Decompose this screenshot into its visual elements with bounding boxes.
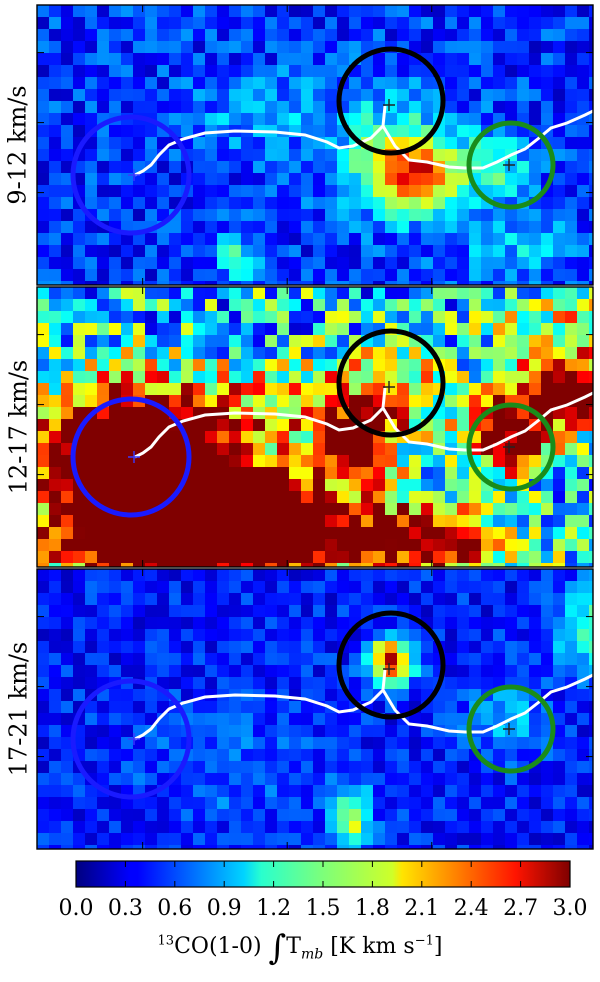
colorbar-ticks: 0.0 0.3 0.6 0.9 1.2 1.5 1.8 2.1 2.4 2.7 3.0 [59, 861, 588, 921]
colorbar: 0.0 0.3 0.6 0.9 1.2 1.5 1.8 2.1 2.4 2.7 3.0 [59, 860, 588, 921]
source-marker-2-panel-2 [383, 381, 395, 393]
colorbar-label-unit-close: ] [433, 934, 443, 959]
colorbar-tick-label-2: 0.6 [157, 896, 192, 921]
circle-3-panel-2 [466, 402, 556, 492]
source-marker-3-panel-2 [503, 441, 515, 453]
map-panels [36, 4, 594, 850]
panel-ticks-2 [37, 287, 593, 567]
source-marker-3-panel-3 [503, 723, 515, 735]
colorbar-tick-label-8: 2.4 [454, 896, 489, 921]
colorbar-label-integral: ∫ [268, 928, 287, 968]
source-marker-1-panel-2 [128, 451, 140, 463]
circle-3-panel-1 [466, 120, 556, 210]
circle-2-panel-2 [336, 328, 446, 438]
colorbar-tick-label-10: 3.0 [553, 896, 588, 921]
panel-ticks-3 [37, 569, 593, 849]
colorbar-tick-label-4: 1.2 [256, 896, 291, 921]
map-panel-1 [37, 5, 593, 285]
colorbar-label-molecule: CO(1-0) [174, 934, 262, 959]
source-marker-2-panel-3 [383, 663, 395, 675]
colorbar-tick-label-3: 0.9 [207, 896, 242, 921]
colorbar-tick-label-9: 2.7 [503, 896, 538, 921]
circle-2-panel-1 [336, 46, 446, 156]
colorbar-tick-label-7: 2.1 [404, 896, 439, 921]
colorbar-tick-label-5: 1.5 [306, 896, 341, 921]
panel-ticks-1 [37, 5, 593, 285]
colorbar-label-unit: [K km s [330, 934, 415, 959]
panel-label-2: 12-17 km/s [0, 287, 36, 567]
panel-label-3: 17-21 km/s [0, 569, 36, 849]
panel-frame-3 [36, 568, 594, 850]
circle-2-panel-3 [336, 610, 446, 720]
colorbar-label-isotope: 13 [157, 933, 175, 949]
colorbar-label: 13CO(1-0) ∫Tmb [K km s−1] [0, 928, 600, 968]
map-panel-3 [37, 569, 593, 849]
panel-label-3-text: 17-21 km/s [4, 641, 32, 777]
panel-frame-1 [36, 4, 594, 286]
colorbar-tick-label-0: 0.0 [59, 896, 94, 921]
circle-1-panel-3 [70, 678, 192, 800]
panel-label-1-text: 9-12 km/s [4, 85, 32, 205]
source-marker-3-panel-1 [503, 159, 515, 171]
panel-label-1: 9-12 km/s [0, 5, 36, 285]
panel-label-2-text: 12-17 km/s [4, 359, 32, 495]
source-marker-2-panel-1 [383, 99, 395, 111]
circle-3-panel-3 [466, 684, 556, 774]
circle-1-panel-1 [70, 114, 192, 236]
colorbar-label-quantity: T [286, 934, 301, 959]
colorbar-label-unit-exp: −1 [414, 933, 434, 949]
map-panel-2 [37, 287, 593, 567]
colorbar-tick-label-1: 0.3 [108, 896, 143, 921]
circle-1-panel-2 [70, 396, 192, 518]
panel-frame-2 [36, 286, 594, 568]
source-marker-1-panel-3 [128, 733, 140, 745]
source-marker-1-panel-1 [128, 169, 140, 181]
colorbar-label-subscript: mb [300, 946, 324, 963]
colorbar-tick-label-6: 1.8 [355, 896, 390, 921]
